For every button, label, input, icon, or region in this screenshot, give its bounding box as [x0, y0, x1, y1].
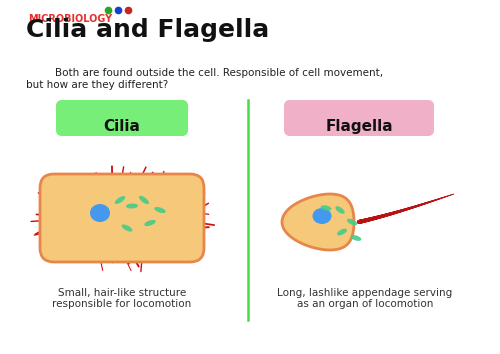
Text: Both are found outside the cell. Responsible of cell movement,: Both are found outside the cell. Respons…	[55, 68, 383, 78]
Text: responsible for locomotion: responsible for locomotion	[52, 299, 192, 309]
Ellipse shape	[144, 220, 156, 226]
FancyBboxPatch shape	[40, 174, 204, 262]
Ellipse shape	[90, 204, 110, 222]
Ellipse shape	[154, 207, 166, 213]
Ellipse shape	[139, 196, 149, 204]
Text: MICROBIOLOGY: MICROBIOLOGY	[28, 14, 112, 24]
Ellipse shape	[320, 205, 332, 211]
Text: as an organ of locomotion: as an organ of locomotion	[297, 299, 433, 309]
Text: Flagella: Flagella	[325, 119, 393, 134]
Ellipse shape	[126, 204, 138, 209]
Polygon shape	[282, 194, 354, 250]
FancyBboxPatch shape	[284, 100, 434, 136]
Ellipse shape	[337, 229, 347, 235]
Ellipse shape	[312, 208, 332, 224]
Text: Cilia: Cilia	[104, 119, 141, 134]
Text: Long, lashlike appendage serving: Long, lashlike appendage serving	[278, 288, 452, 298]
FancyBboxPatch shape	[56, 100, 188, 136]
Ellipse shape	[115, 196, 125, 204]
Ellipse shape	[336, 206, 344, 214]
Text: Small, hair-like structure: Small, hair-like structure	[58, 288, 186, 298]
Text: but how are they different?: but how are they different?	[26, 80, 168, 90]
Ellipse shape	[350, 235, 362, 241]
Ellipse shape	[122, 224, 132, 232]
Text: Cilia and Flagella: Cilia and Flagella	[26, 18, 269, 42]
Ellipse shape	[347, 219, 357, 225]
